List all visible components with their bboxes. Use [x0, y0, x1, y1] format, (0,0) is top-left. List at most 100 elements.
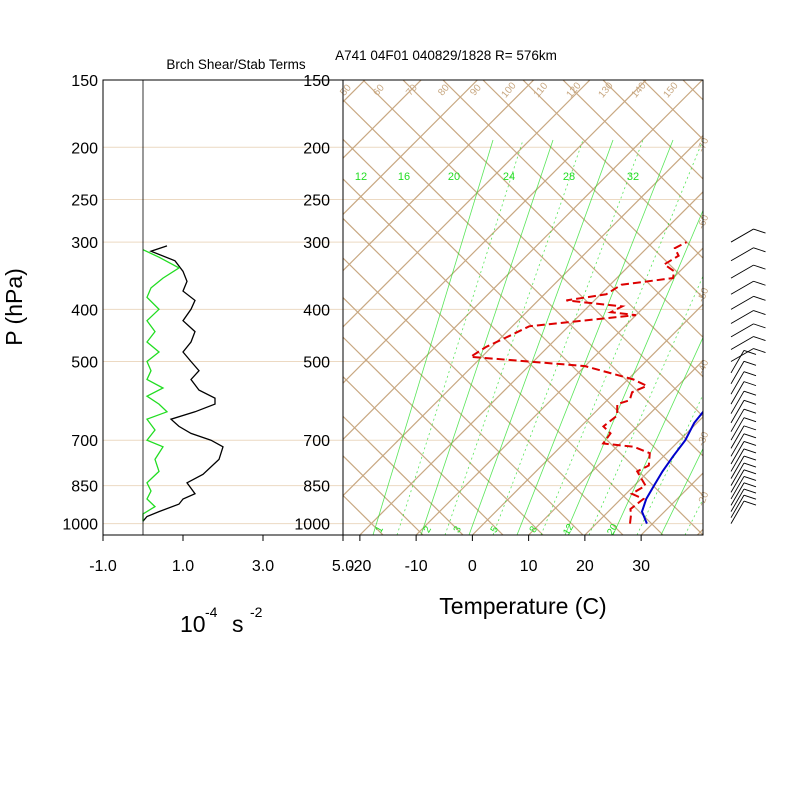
wind-barb-staff — [730, 448, 745, 472]
wind-barb-staff — [730, 295, 754, 310]
isotherm-line — [0, 80, 252, 535]
dry-adiabat-line — [343, 534, 344, 535]
adiabat-label: -60 — [696, 213, 711, 231]
right-pressure-tick-label: 500 — [303, 355, 330, 372]
wind-barb-staff — [730, 417, 745, 441]
wind-barb-staff — [730, 500, 745, 524]
dry-adiabat-line — [343, 217, 664, 535]
mixing-ratio-top-label: 24 — [503, 171, 515, 183]
dry-adiabat-line — [343, 178, 703, 535]
wind-barb-flag — [753, 247, 766, 253]
wind-barb-flag — [743, 469, 757, 475]
wind-barb-staff — [730, 390, 745, 414]
right-x-tick-label: 20 — [576, 558, 594, 575]
mixing-ratio-top-label: 12 — [355, 171, 367, 183]
left-pressure-tick-label: 200 — [71, 140, 98, 157]
left-pressure-tick-label: 150 — [71, 73, 98, 90]
pressure-gridlines — [103, 79, 703, 525]
dry-adiabat-line — [362, 80, 703, 418]
isotherm-line — [471, 303, 703, 535]
dry-adiabat-line — [343, 455, 424, 535]
isotherm-label: 60 — [371, 82, 387, 98]
right-x-tick-label: 10 — [520, 558, 538, 575]
mixing-ratio-bottom-label: 20 — [605, 522, 620, 538]
wind-barb-flag — [743, 482, 757, 488]
isotherm-line — [359, 191, 703, 535]
wind-barb-staff — [730, 469, 745, 493]
left-x-tick-label: -1.0 — [89, 558, 117, 575]
skewt-background — [0, 80, 800, 535]
wind-barb-staff — [730, 482, 745, 506]
right-pressure-tick-label: 1000 — [294, 517, 330, 534]
isotherm-line — [584, 416, 703, 535]
isotherm-label: 50 — [338, 82, 354, 98]
wind-barb-staff — [730, 361, 745, 385]
wind-barb-flag — [743, 390, 757, 396]
left-pressure-tick-label: 250 — [71, 192, 98, 209]
left-x-tick-label: 1.0 — [172, 558, 194, 575]
wind-barb-staff — [730, 462, 745, 486]
wind-barb-staff — [730, 228, 754, 243]
right-panel-frame — [342, 79, 704, 536]
right-pressure-tick-label: 200 — [303, 140, 330, 157]
mixing-ratio-line — [420, 139, 554, 535]
isotherm-line — [696, 528, 703, 535]
left-x-axis-label: 10 -4 s -2 — [180, 604, 263, 637]
mixing-ratio-line — [468, 139, 614, 535]
wind-barb-flag — [743, 476, 757, 481]
left-panel-title: Brch Shear/Stab Terms — [166, 57, 306, 72]
left-x-tick-label: 3.0 — [252, 558, 274, 575]
left-pressure-tick-label: 850 — [71, 479, 98, 496]
left-pressure-tick-label: 700 — [71, 433, 98, 450]
left-xlabel-base: 10 — [180, 611, 206, 637]
right-pressure-tick-label: 400 — [303, 302, 330, 319]
isotherm-line — [0, 80, 196, 535]
dry-adiabat-line — [0, 80, 303, 535]
right-pressure-tick-label: 250 — [303, 192, 330, 209]
wind-barb-flag — [743, 360, 757, 366]
left-pressure-tick-label: 400 — [71, 302, 98, 319]
isotherm-line — [754, 80, 800, 535]
wind-barb-flag — [753, 336, 766, 341]
mixing-ratio-bottom-label: 1 — [374, 524, 387, 535]
left-x-tick-label: 5.0 — [332, 558, 354, 575]
adiabat-label: -20 — [696, 490, 711, 508]
mixing-ratio-top-label: 28 — [563, 171, 575, 183]
sounding-series — [467, 241, 703, 524]
mixing-ratio-top-label: 32 — [627, 171, 639, 183]
mixing-ratio-bottom-label: 5 — [489, 524, 502, 535]
wind-barb-staff — [730, 371, 745, 395]
mixing-ratio-top-label: 16 — [398, 171, 410, 183]
wind-barb-staff — [730, 455, 745, 479]
wind-barb-flag — [743, 399, 757, 405]
wind-barb-staff — [730, 310, 754, 324]
left-pressure-tick-label: 1000 — [62, 517, 98, 534]
wind-barb-staff — [730, 476, 745, 500]
right-x-tick-label: -10 — [405, 558, 428, 575]
isotherm-line — [343, 80, 478, 216]
wind-barb-staff — [730, 488, 745, 512]
right-panel-title: A741 04F01 040829/1828 R= 576km — [335, 48, 557, 63]
dry-adiabat-line — [562, 80, 703, 220]
wind-barb-staff — [730, 247, 754, 262]
dewpoint-line — [467, 241, 688, 524]
shear-stability-series — [142, 245, 224, 522]
mixing-ratio-bottom-label: 12 — [561, 522, 576, 538]
mixing-ratio-line — [660, 447, 703, 535]
wind-barb-flag — [743, 408, 757, 414]
wind-barb-flag — [753, 348, 766, 353]
dry-adiabat-line — [343, 138, 703, 497]
dry-adiabat-line — [343, 415, 464, 535]
isotherm-line — [343, 80, 422, 159]
wind-barb-staff — [730, 264, 754, 279]
wind-barb-flag — [743, 433, 757, 439]
left-xlabel-exponent: -4 — [205, 604, 218, 620]
isotherm-line — [343, 134, 703, 497]
dry-adiabat-line — [482, 80, 703, 299]
left-pressure-tick-label: 300 — [71, 235, 98, 252]
mixing-ratio-bottom-label: 3 — [452, 524, 465, 535]
dry-adiabat-line — [343, 257, 624, 535]
isotherm-line — [343, 80, 535, 272]
left-xlabel-unit-exponent: -2 — [250, 604, 263, 620]
